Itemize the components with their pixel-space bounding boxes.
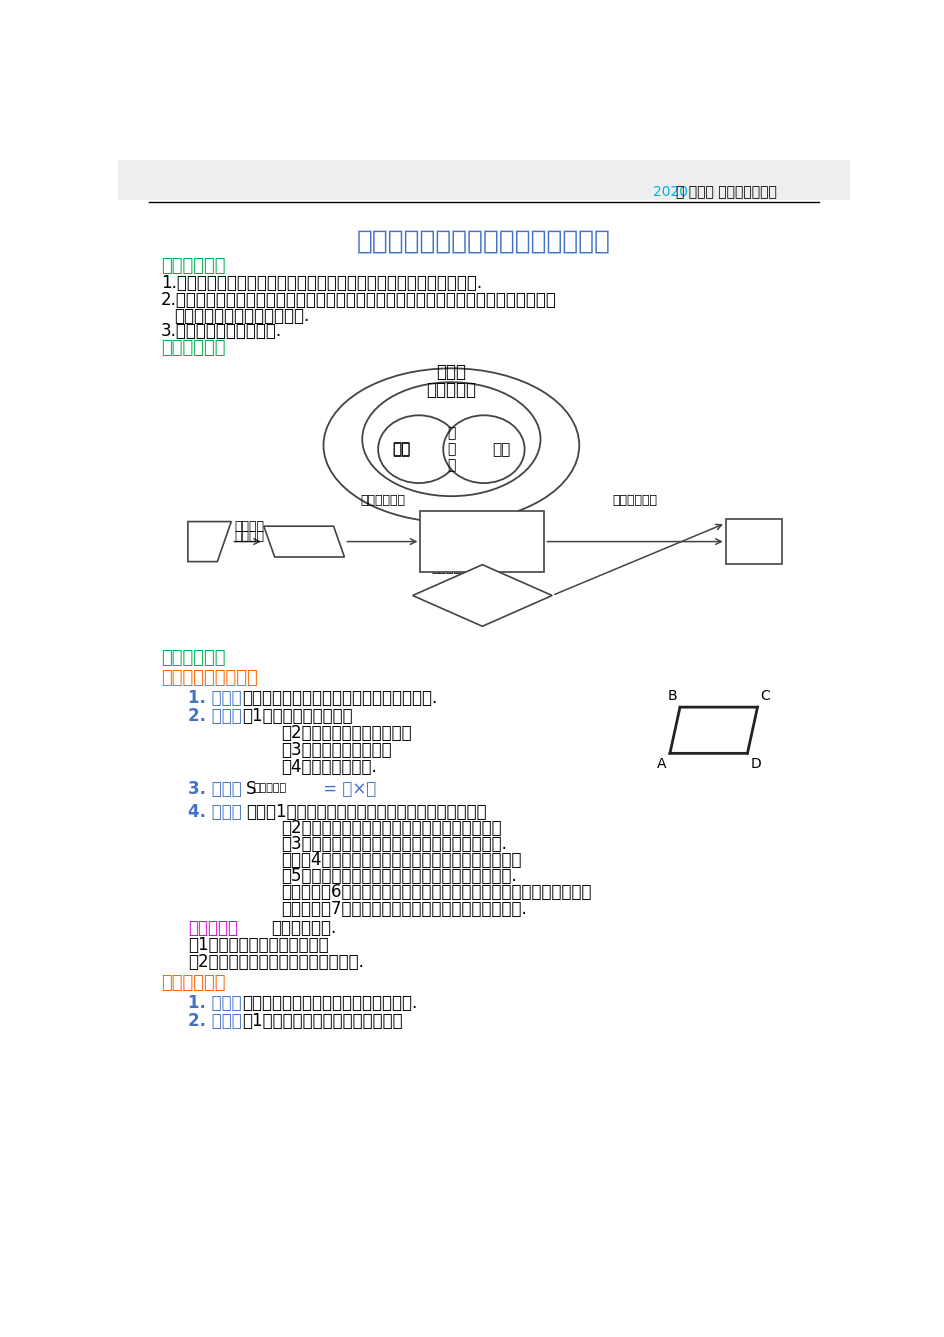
Polygon shape [263,527,344,558]
Text: 平行四边形: 平行四边形 [254,782,287,793]
Polygon shape [413,564,551,626]
Text: （2）等底等高的平行四边形面积相等.: （2）等底等高的平行四边形面积相等. [188,953,363,971]
Text: 要点一、平行四边形: 要点一、平行四边形 [160,670,257,687]
Text: 要点诠释：: 要点诠释： [188,919,238,937]
Bar [420,511,544,572]
Text: A: A [657,757,666,771]
Text: （5）任意两组邻角分别互补的四边形是平行四边形.: （5）任意两组邻角分别互补的四边形是平行四边形. [280,868,516,885]
Ellipse shape [362,382,540,496]
Text: 要点二、矩形: 要点二、矩形 [160,975,225,992]
Text: 《学习目标》: 《学习目标》 [160,257,225,274]
Text: 四边形: 四边形 [193,535,218,548]
Text: 2020: 2020 [652,185,687,199]
Text: （4）中心对称图形.: （4）中心对称图形. [280,758,377,775]
Text: 分别平行: 分别平行 [234,529,264,543]
Text: 一个角是直角: 一个角是直角 [360,493,404,507]
Text: 平行四边形: 平行四边形 [426,381,476,398]
Text: 矩形: 矩形 [392,441,410,457]
Text: （3）对角线互相平分；: （3）对角线互相平分； [280,741,391,759]
Bar [725,519,781,564]
Ellipse shape [443,416,524,483]
Text: （1）具有平行四边形的所有性质；: （1）具有平行四边形的所有性质； [242,1012,402,1029]
Text: 菱形: 菱形 [472,587,492,604]
Text: （2）对角相等、邻角互补；: （2）对角相等、邻角互补； [280,725,411,742]
Text: 3.掌握三角形中位线定理.: 3.掌握三角形中位线定理. [160,322,281,340]
Text: 矩形: 矩形 [392,441,410,456]
Text: 菱形: 菱形 [492,441,511,457]
Text: 4. 判定：: 4. 判定： [188,802,242,821]
Text: D: D [750,757,761,771]
Text: 3. 面积：: 3. 面积： [188,779,242,797]
Text: 2. 性质：: 2. 性质： [188,707,242,725]
Text: B: B [667,690,677,703]
Bar [118,160,850,201]
Text: 一组邻边相等: 一组邻边相等 [430,563,476,575]
Text: 年 人教版 初二数学下学期: 年 人教版 初二数学下学期 [675,185,776,199]
Text: 1. 定义：: 1. 定义： [188,993,242,1012]
Text: 边与角：（6）一组对边平行，一组对角相等的四边形是平行四边形；: 边与角：（6）一组对边平行，一组对角相等的四边形是平行四边形； [280,884,591,901]
Text: S: S [245,779,256,797]
Polygon shape [188,521,231,562]
Text: 一组邻边相等: 一组邻边相等 [612,493,657,507]
Text: 1.握握平行四边形、矩形、菱形、正方形的概念，了解它们之间的关系.: 1.握握平行四边形、矩形、菱形、正方形的概念，了解它们之间的关系. [160,274,481,293]
Text: （3）一组对边平行且相等的四边形是平行四边形.: （3）一组对边平行且相等的四边形是平行四边形. [280,836,506,853]
Text: 些知识进行有关的证明和计算.: 些知识进行有关的证明和计算. [174,306,309,325]
Text: 一个角是直角: 一个角是直角 [488,555,533,568]
Text: 两组对边: 两组对边 [234,520,264,533]
Text: 2.探索并掌握平行四边形、矩形、菱形、正方形的有关性质和常用判别方法，并能运用这: 2.探索并掌握平行四边形、矩形、菱形、正方形的有关性质和常用判别方法，并能运用这 [160,291,556,309]
Text: 有一个角是直角的平行四边形叫做矩形.: 有一个角是直角的平行四边形叫做矩形. [242,993,417,1012]
Ellipse shape [323,368,579,523]
Text: 两组对边分别平行的四边形叫做平行四边形.: 两组对边分别平行的四边形叫做平行四边形. [242,689,437,707]
Text: 角：（4）两组对角分别相等的四边形是平行四边形；: 角：（4）两组对角分别相等的四边形是平行四边形； [280,852,521,869]
Text: 平行四边形: 平行四边形 [281,533,327,550]
Text: 正方形: 正方形 [739,533,767,550]
Text: 四边形: 四边形 [436,362,466,381]
Text: 平行线的性质.: 平行线的性质. [271,919,336,937]
Polygon shape [669,707,757,753]
Text: （2）两组对边分别相等的四边形是平行四边形；: （2）两组对边分别相等的四边形是平行四边形； [280,818,501,837]
Text: 平行四边形全章复习与巹固（提高）: 平行四边形全章复习与巹固（提高） [357,229,610,254]
Text: C: C [759,690,768,703]
Text: 2. 性质：: 2. 性质： [188,1012,242,1029]
Text: = 底×高: = 底×高 [318,779,376,797]
Text: （1）平行线间的距离都相等；: （1）平行线间的距离都相等； [188,936,329,953]
Text: 矩形: 矩形 [471,532,493,551]
Text: 正
方
形: 正 方 形 [447,427,455,472]
Text: 1. 定义：: 1. 定义： [188,689,242,707]
Ellipse shape [378,416,459,483]
Text: 对角线：（7）对角线互相平分的四边形是平行四边形.: 对角线：（7）对角线互相平分的四边形是平行四边形. [280,900,526,917]
Text: 边：（1）两组对边分别平行的四边形是平行四边形；: 边：（1）两组对边分别平行的四边形是平行四边形； [245,802,486,821]
Text: O: O [713,723,722,737]
Text: 《知识网络》: 《知识网络》 [160,340,225,357]
Text: 《要点梳理》: 《要点梳理》 [160,650,225,667]
Text: （1）对边平行且相等；: （1）对边平行且相等； [242,707,352,725]
